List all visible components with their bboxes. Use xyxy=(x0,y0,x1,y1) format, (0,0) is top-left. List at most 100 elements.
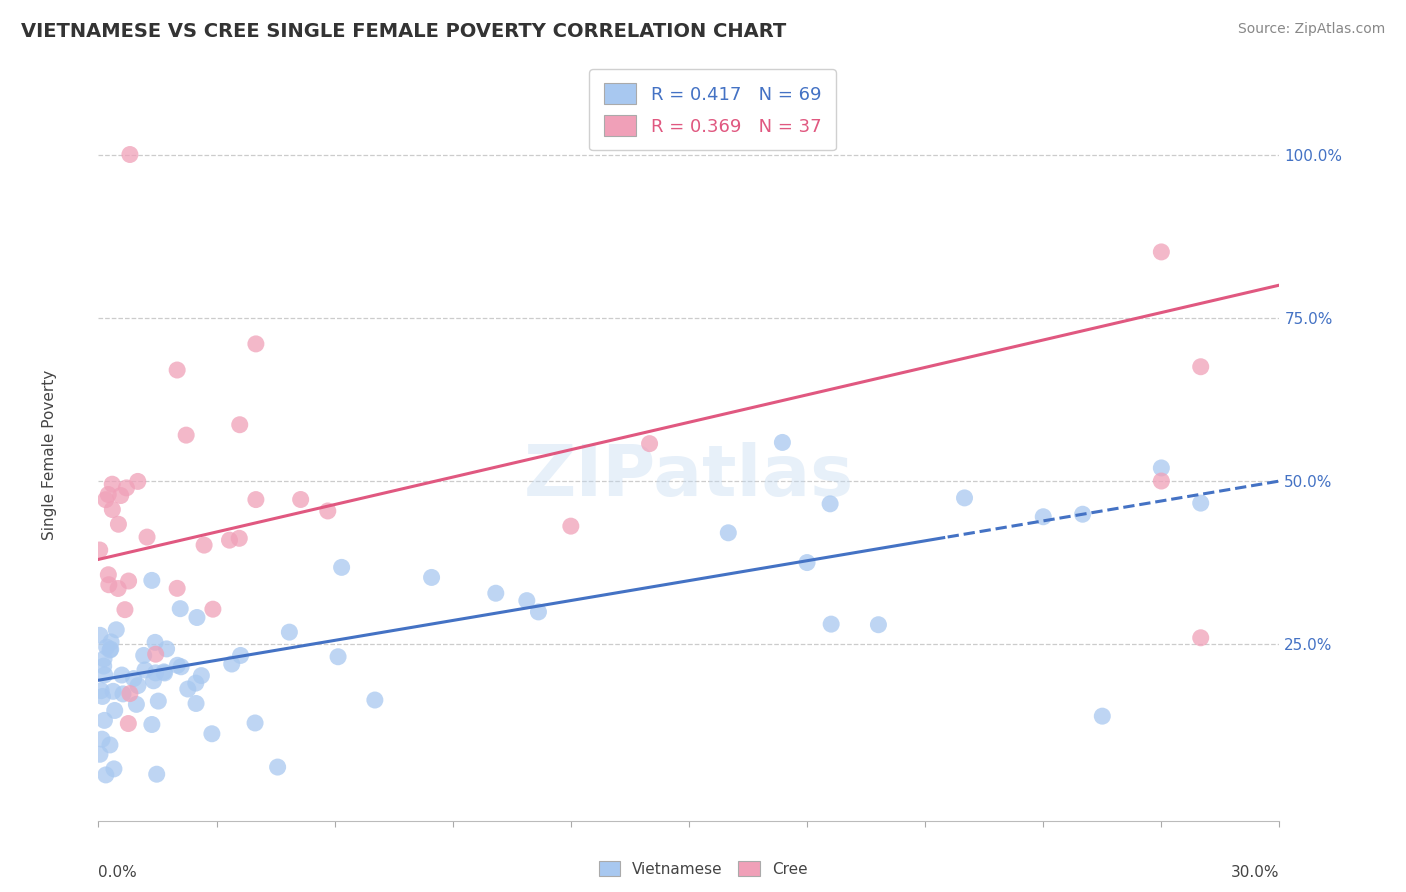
Point xyxy=(190,668,212,682)
Point xyxy=(148,694,170,708)
Point xyxy=(228,531,250,545)
Point xyxy=(127,475,149,489)
Point xyxy=(290,492,312,507)
Legend: R = 0.417   N = 69, R = 0.369   N = 37: R = 0.417 N = 69, R = 0.369 N = 37 xyxy=(589,69,835,151)
Text: 0.0%: 0.0% xyxy=(98,864,138,880)
Point xyxy=(166,582,188,596)
Point xyxy=(527,605,550,619)
Point xyxy=(330,560,353,574)
Point xyxy=(111,668,134,682)
Point xyxy=(103,762,125,776)
Point xyxy=(1150,474,1173,488)
Point xyxy=(229,648,252,663)
Point xyxy=(953,491,976,505)
Point xyxy=(177,681,200,696)
Point xyxy=(326,649,349,664)
Point xyxy=(1189,631,1212,645)
Point xyxy=(820,617,842,632)
Point xyxy=(560,519,582,533)
Point xyxy=(136,530,159,544)
Point xyxy=(91,732,114,747)
Point xyxy=(1150,461,1173,475)
Point xyxy=(93,659,115,673)
Point xyxy=(114,602,136,616)
Point xyxy=(107,582,129,596)
Point xyxy=(107,517,129,532)
Point xyxy=(770,435,793,450)
Point xyxy=(245,337,267,351)
Point xyxy=(100,635,122,649)
Text: Single Female Poverty: Single Female Poverty xyxy=(42,370,58,540)
Point xyxy=(105,623,128,637)
Point xyxy=(100,642,122,657)
Point xyxy=(115,481,138,495)
Point xyxy=(101,477,124,491)
Text: VIETNAMESE VS CREE SINGLE FEMALE POVERTY CORRELATION CHART: VIETNAMESE VS CREE SINGLE FEMALE POVERTY… xyxy=(21,22,786,41)
Point xyxy=(104,703,127,717)
Point xyxy=(145,665,167,680)
Point xyxy=(516,593,538,607)
Point xyxy=(166,363,188,377)
Point xyxy=(93,652,115,666)
Point xyxy=(98,643,121,657)
Point xyxy=(201,602,224,616)
Point xyxy=(145,767,167,781)
Point xyxy=(94,768,117,782)
Point xyxy=(717,525,740,540)
Point xyxy=(174,428,197,442)
Point xyxy=(117,716,139,731)
Point xyxy=(818,497,841,511)
Point xyxy=(364,693,387,707)
Text: Source: ZipAtlas.com: Source: ZipAtlas.com xyxy=(1237,22,1385,37)
Point xyxy=(1071,507,1094,521)
Text: ZIPatlas: ZIPatlas xyxy=(524,442,853,511)
Point xyxy=(97,567,120,582)
Point xyxy=(145,647,167,661)
Point xyxy=(155,641,177,656)
Point xyxy=(184,697,207,711)
Point xyxy=(132,648,155,663)
Point xyxy=(143,635,166,649)
Point xyxy=(118,147,141,161)
Point xyxy=(1150,244,1173,259)
Point xyxy=(638,436,661,450)
Point xyxy=(134,663,156,677)
Point xyxy=(243,716,266,731)
Point xyxy=(101,502,124,516)
Point xyxy=(184,676,207,690)
Point xyxy=(90,683,112,698)
Point xyxy=(1189,496,1212,510)
Point xyxy=(229,417,252,432)
Point xyxy=(118,687,141,701)
Point xyxy=(316,504,339,518)
Point xyxy=(796,556,818,570)
Point xyxy=(142,673,165,688)
Legend: Vietnamese, Cree: Vietnamese, Cree xyxy=(591,854,815,884)
Point xyxy=(166,658,188,673)
Point xyxy=(98,738,121,752)
Point xyxy=(127,679,149,693)
Point xyxy=(485,586,508,600)
Point xyxy=(153,665,176,679)
Point xyxy=(420,570,443,584)
Point xyxy=(201,727,224,741)
Point xyxy=(868,617,890,632)
Point xyxy=(97,578,120,592)
Point xyxy=(218,533,240,548)
Point xyxy=(266,760,288,774)
Point xyxy=(125,698,148,712)
Point xyxy=(96,640,118,654)
Point xyxy=(221,657,243,671)
Text: 30.0%: 30.0% xyxy=(1232,864,1279,880)
Point xyxy=(97,487,120,501)
Point xyxy=(93,668,115,682)
Point xyxy=(141,717,163,731)
Point xyxy=(1032,509,1054,524)
Point xyxy=(94,492,117,507)
Point xyxy=(122,672,145,686)
Point xyxy=(245,492,267,507)
Point xyxy=(169,601,191,615)
Point xyxy=(111,687,134,701)
Point xyxy=(93,714,115,728)
Point xyxy=(89,747,111,762)
